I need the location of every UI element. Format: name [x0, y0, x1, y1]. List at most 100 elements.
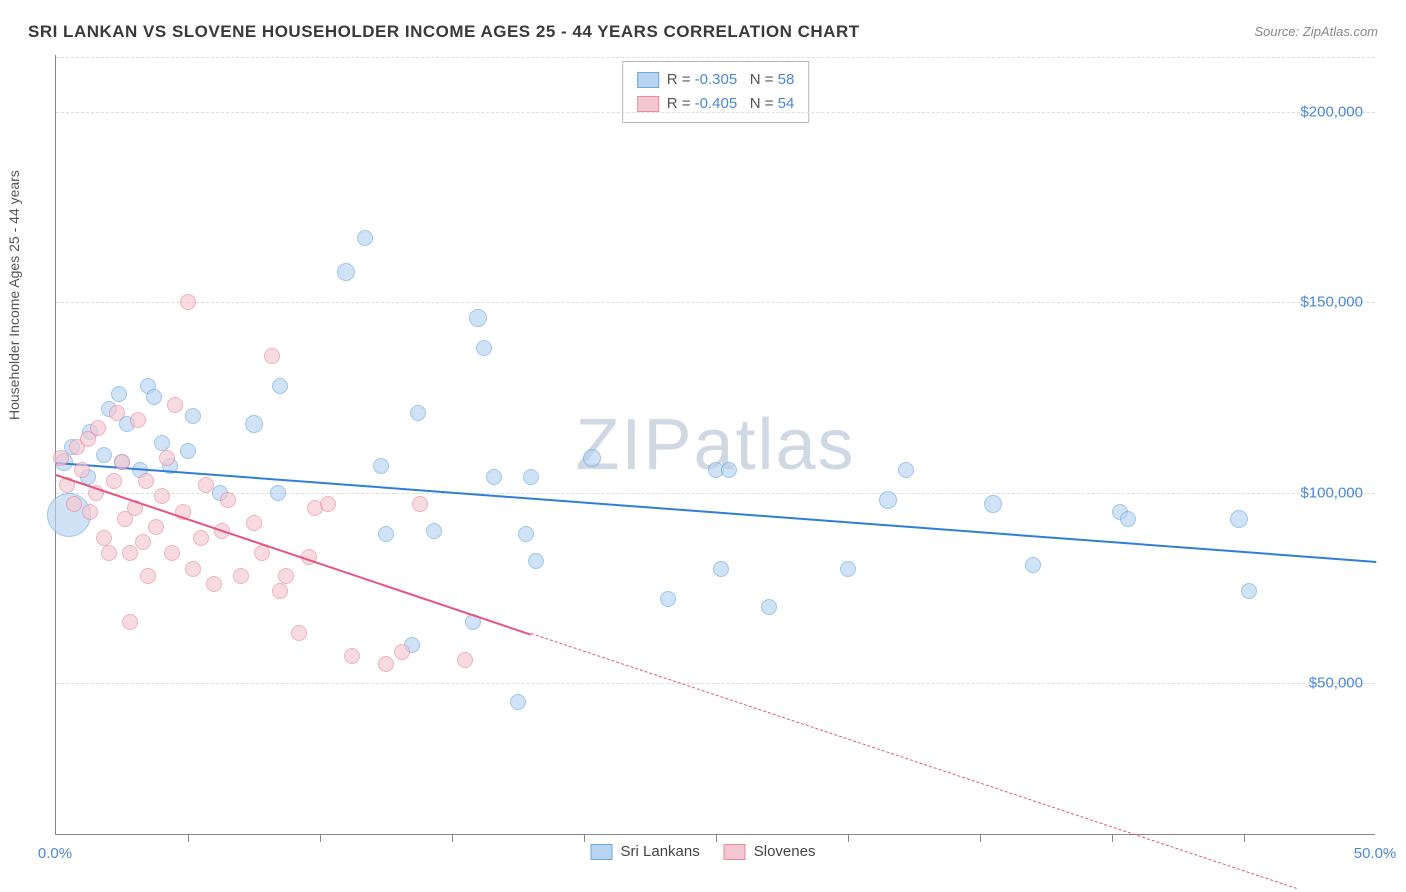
scatter-point	[245, 415, 263, 433]
scatter-point	[148, 519, 164, 535]
x-tick	[320, 834, 321, 842]
series-legend: Sri Lankans Slovenes	[591, 843, 816, 860]
scatter-point	[378, 656, 394, 672]
scatter-point	[185, 561, 201, 577]
scatter-point	[486, 469, 502, 485]
scatter-point	[206, 576, 222, 592]
scatter-point	[583, 449, 601, 467]
scatter-point	[272, 583, 288, 599]
scatter-point	[154, 488, 170, 504]
y-tick-label: $150,000	[1300, 294, 1363, 311]
source-label: Source: ZipAtlas.com	[1254, 24, 1378, 39]
y-axis-label: Householder Income Ages 25 - 44 years	[6, 170, 22, 420]
scatter-point	[984, 495, 1002, 513]
legend-swatch	[637, 96, 659, 112]
x-axis-min-label: 0.0%	[38, 845, 72, 862]
scatter-point	[122, 614, 138, 630]
scatter-point	[457, 652, 473, 668]
scatter-point	[394, 644, 410, 660]
scatter-point	[840, 561, 856, 577]
scatter-point	[660, 591, 676, 607]
scatter-point	[193, 530, 209, 546]
scatter-point	[270, 485, 286, 501]
scatter-point	[138, 473, 154, 489]
x-tick	[452, 834, 453, 842]
scatter-point	[164, 545, 180, 561]
scatter-point	[96, 447, 112, 463]
scatter-point	[198, 477, 214, 493]
correlation-row: R = -0.305 N = 58	[637, 68, 795, 92]
scatter-point	[140, 568, 156, 584]
gridline-h	[56, 302, 1375, 303]
x-tick	[188, 834, 189, 842]
scatter-point	[167, 397, 183, 413]
y-tick-label: $100,000	[1300, 484, 1363, 501]
scatter-point	[510, 694, 526, 710]
gridline-h	[56, 112, 1375, 113]
x-tick	[980, 834, 981, 842]
scatter-point	[114, 454, 130, 470]
scatter-point	[101, 545, 117, 561]
legend-item: Slovenes	[724, 843, 816, 860]
scatter-point	[879, 491, 897, 509]
legend-swatch	[724, 844, 746, 860]
x-tick	[584, 834, 585, 842]
scatter-point	[1120, 511, 1136, 527]
scatter-point	[154, 435, 170, 451]
scatter-point	[523, 469, 539, 485]
scatter-point	[74, 462, 90, 478]
chart-title: SRI LANKAN VS SLOVENE HOUSEHOLDER INCOME…	[28, 22, 860, 42]
x-axis-max-label: 50.0%	[1354, 845, 1397, 862]
scatter-point	[320, 496, 336, 512]
scatter-point	[185, 408, 201, 424]
scatter-point	[159, 450, 175, 466]
scatter-point	[476, 340, 492, 356]
scatter-point	[1241, 583, 1257, 599]
scatter-point	[233, 568, 249, 584]
gridline-h	[56, 57, 1375, 58]
scatter-point	[109, 405, 125, 421]
scatter-point	[410, 405, 426, 421]
scatter-point	[254, 545, 270, 561]
scatter-point	[721, 462, 737, 478]
scatter-point	[469, 309, 487, 327]
legend-label: Sri Lankans	[621, 843, 700, 860]
gridline-h	[56, 493, 1375, 494]
scatter-point	[1230, 510, 1248, 528]
scatter-point	[96, 530, 112, 546]
scatter-point	[528, 553, 544, 569]
scatter-point	[426, 523, 442, 539]
scatter-point	[180, 443, 196, 459]
scatter-point	[264, 348, 280, 364]
scatter-point	[146, 389, 162, 405]
legend-label: Slovenes	[754, 843, 816, 860]
scatter-point	[122, 545, 138, 561]
y-tick-label: $200,000	[1300, 104, 1363, 121]
x-tick	[848, 834, 849, 842]
scatter-point	[378, 526, 394, 542]
x-tick	[716, 834, 717, 842]
x-tick	[1112, 834, 1113, 842]
x-tick	[1244, 834, 1245, 842]
y-tick-label: $50,000	[1309, 674, 1363, 691]
scatter-point	[246, 515, 262, 531]
scatter-point	[111, 386, 127, 402]
scatter-point	[135, 534, 151, 550]
legend-swatch	[591, 844, 613, 860]
scatter-point	[357, 230, 373, 246]
scatter-point	[278, 568, 294, 584]
scatter-point	[180, 294, 196, 310]
plot-area: ZIPatlas R = -0.305 N = 58R = -0.405 N =…	[55, 55, 1375, 835]
scatter-point	[130, 412, 146, 428]
scatter-point	[344, 648, 360, 664]
scatter-point	[713, 561, 729, 577]
scatter-point	[898, 462, 914, 478]
scatter-point	[1025, 557, 1041, 573]
legend-swatch	[637, 72, 659, 88]
scatter-point	[291, 625, 307, 641]
scatter-point	[53, 450, 69, 466]
scatter-point	[106, 473, 122, 489]
legend-item: Sri Lankans	[591, 843, 700, 860]
scatter-point	[761, 599, 777, 615]
correlation-legend: R = -0.305 N = 58R = -0.405 N = 54	[622, 61, 810, 123]
